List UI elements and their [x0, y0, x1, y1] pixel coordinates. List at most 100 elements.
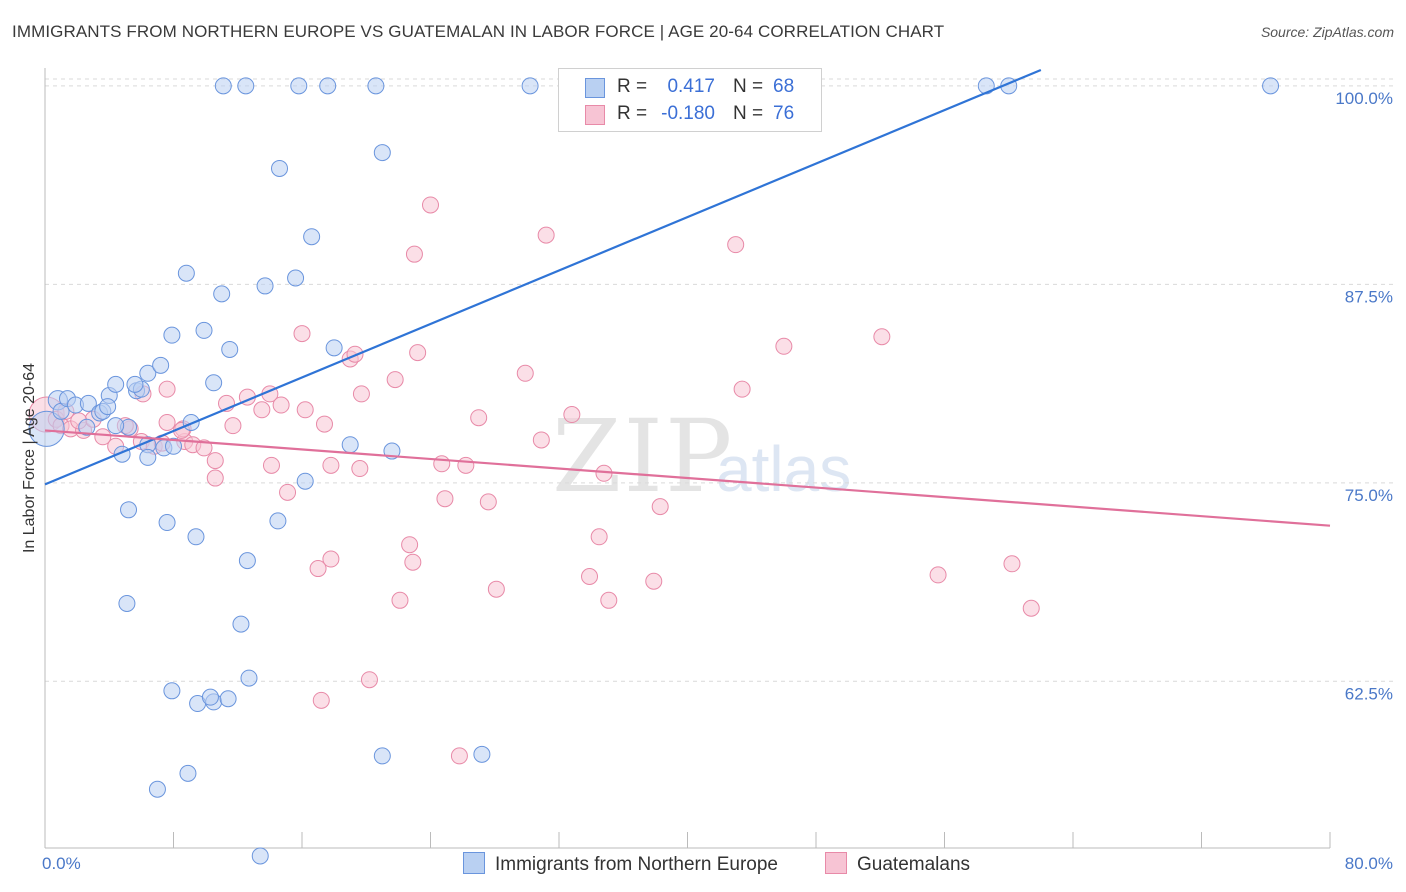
pink-data-point — [206, 452, 224, 470]
pink-data-point — [563, 406, 581, 424]
blue-data-point — [373, 747, 391, 765]
pink-swatch — [585, 105, 605, 125]
blue-data-point — [303, 228, 321, 246]
pink-data-point — [873, 328, 891, 346]
pink-data-point — [433, 455, 451, 473]
source-label: Source: ZipAtlas.com — [1260, 24, 1394, 40]
blue-data-point — [213, 285, 231, 303]
legend-n-value: 68 — [773, 76, 795, 97]
pink-data-point — [929, 566, 947, 584]
pink-data-point — [322, 550, 340, 568]
blue-data-point — [214, 77, 232, 95]
pink-data-point — [401, 536, 419, 554]
blue-data-point — [290, 77, 308, 95]
blue-data-point — [120, 501, 138, 519]
pink-data-point — [727, 236, 745, 254]
blue-data-point — [325, 339, 343, 357]
pink-data-point — [436, 490, 454, 508]
grid-lines — [45, 78, 1395, 682]
pink-data-point — [391, 591, 409, 609]
blue-data-point — [158, 514, 176, 532]
stats-legend: R = 0.417 N = 68 R = -0.180 N = 76 — [558, 68, 822, 132]
blue-data-point — [179, 764, 197, 782]
series-label: Immigrants from Northern Europe — [495, 854, 778, 875]
legend-row-guatemalans: R = -0.180 N = 76 — [559, 101, 821, 127]
pink-data-point — [1003, 555, 1021, 573]
legend-r-value: 0.417 — [667, 76, 715, 97]
watermark-zip: ZIP — [552, 398, 735, 515]
pink-data-point — [158, 413, 176, 431]
blue-data-point — [152, 356, 170, 374]
blue-data-point — [473, 745, 491, 763]
pink-data-point — [351, 460, 369, 478]
northern-europe-points — [28, 77, 1280, 865]
blue-data-point — [107, 417, 125, 435]
legend-n-label: N = — [733, 76, 764, 97]
x-tick-labels: 0.0% 80.0% — [42, 854, 1393, 873]
pink-data-point — [386, 371, 404, 389]
blue-data-point — [251, 847, 269, 865]
pink-data-point — [487, 580, 505, 598]
pink-data-point — [651, 498, 669, 516]
blue-data-point — [187, 528, 205, 546]
blue-data-point — [28, 410, 65, 447]
blue-data-point — [201, 688, 219, 706]
pink-data-point — [262, 456, 280, 474]
blue-data-point — [148, 780, 166, 798]
blue-data-point — [107, 375, 125, 393]
legend-row-northern-europe: R = 0.417 N = 68 — [559, 74, 821, 100]
blue-data-point — [1262, 77, 1280, 95]
legend-n-value: 76 — [773, 103, 795, 124]
blue-data-point — [195, 321, 213, 339]
pink-data-point — [457, 456, 475, 474]
blue-data-point — [165, 437, 182, 455]
pink-data-point — [206, 469, 224, 487]
pink-data-point — [645, 572, 663, 590]
bottom-legend-guatemalans: Guatemalans — [825, 852, 970, 876]
pink-data-point — [422, 196, 439, 214]
pink-data-point — [352, 385, 370, 403]
pink-data-point — [158, 380, 176, 398]
blue-data-point — [221, 340, 239, 358]
blue-trend-line — [44, 68, 1042, 486]
pink-data-point — [733, 380, 751, 398]
y-axis-label: In Labor Force | Age 20-64 — [21, 363, 38, 553]
pink-data-point — [450, 747, 468, 765]
pink-data-point — [293, 325, 311, 343]
pink-data-point — [600, 591, 618, 609]
pink-data-point — [195, 439, 213, 457]
pink-data-point — [94, 428, 112, 446]
blue-data-point — [269, 512, 287, 530]
blue-data-point — [240, 669, 258, 687]
blue-data-point — [79, 394, 97, 412]
pink-data-point — [537, 226, 555, 244]
y-tick-label: 62.5% — [1345, 684, 1393, 703]
pink-data-point — [1022, 599, 1040, 617]
pink-data-point — [470, 409, 488, 427]
blue-data-point — [521, 77, 539, 95]
series-label: Guatemalans — [857, 854, 971, 875]
bottom-legend-northern-europe: Immigrants from Northern Europe — [463, 852, 778, 876]
pink-data-point — [590, 528, 608, 546]
watermark-atlas: atlas — [716, 433, 852, 505]
x-tick-label: 0.0% — [42, 854, 81, 873]
pink-data-point — [224, 417, 242, 435]
blue-data-point — [238, 552, 256, 570]
pink-data-point — [405, 245, 423, 263]
blue-data-point — [99, 398, 117, 416]
blue-data-point — [373, 144, 391, 162]
pink-data-point — [309, 560, 327, 578]
pink-data-point — [404, 553, 422, 571]
blue-data-point — [219, 690, 237, 708]
blue-data-point — [237, 77, 255, 95]
pink-data-point — [296, 401, 314, 419]
y-tick-label: 75.0% — [1345, 486, 1393, 505]
pink-data-point — [253, 401, 271, 419]
blue-data-point — [139, 448, 157, 466]
y-tick-label: 100.0% — [1335, 89, 1393, 108]
blue-data-point — [256, 277, 274, 295]
blue-data-point — [126, 375, 144, 393]
legend-r-label: R = — [617, 103, 648, 124]
pink-data-point — [360, 671, 378, 689]
